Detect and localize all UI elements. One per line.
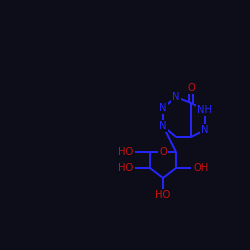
Text: O: O — [159, 147, 167, 157]
Text: O: O — [187, 83, 195, 93]
Text: N: N — [201, 125, 209, 135]
Text: HO: HO — [156, 190, 170, 200]
Text: N: N — [159, 103, 167, 113]
Text: OH: OH — [193, 163, 208, 173]
Text: NH: NH — [198, 105, 212, 115]
Text: N: N — [159, 121, 167, 131]
Text: HO: HO — [118, 147, 133, 157]
Text: N: N — [172, 92, 180, 102]
Text: HO: HO — [118, 163, 133, 173]
